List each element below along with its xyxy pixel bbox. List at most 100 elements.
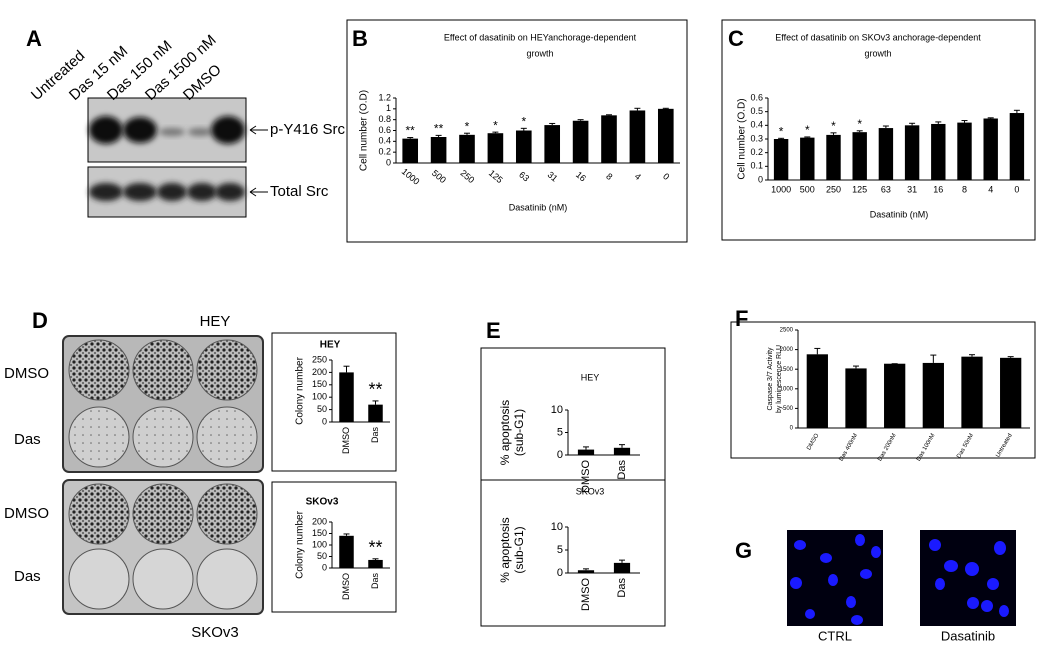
bar bbox=[961, 356, 983, 428]
bar bbox=[487, 133, 504, 163]
bar bbox=[1000, 357, 1022, 428]
y-tick-label: 150 bbox=[312, 528, 327, 538]
significance: * bbox=[521, 115, 526, 129]
arrow bbox=[249, 125, 257, 135]
x-tick-label: 250 bbox=[458, 168, 476, 185]
well bbox=[196, 483, 258, 545]
significance: * bbox=[805, 123, 810, 137]
panel-frame bbox=[730, 321, 1036, 459]
well bbox=[132, 548, 194, 610]
y-tick-label: 0 bbox=[557, 567, 563, 579]
chart-title: growth bbox=[864, 48, 891, 58]
y-tick-label: 10 bbox=[551, 404, 563, 416]
row-label: Das bbox=[14, 431, 41, 448]
y-tick-label: 50 bbox=[317, 551, 327, 561]
y-tick-label: 1000 bbox=[780, 386, 794, 392]
chart-title: HEY bbox=[320, 340, 341, 351]
y-axis-label: Caspase 3/7 Activity bbox=[767, 347, 774, 411]
bar bbox=[800, 137, 815, 180]
panel-label: C bbox=[728, 26, 744, 51]
chart-title: SKOv3 bbox=[576, 486, 605, 496]
y-tick-label: 0 bbox=[322, 562, 327, 572]
panel-label: B bbox=[352, 26, 368, 51]
y-axis-label: (sub-G1) bbox=[512, 409, 526, 456]
significance: * bbox=[493, 118, 498, 132]
nuclei bbox=[790, 534, 881, 625]
y-axis-label: Cell number (O.D) bbox=[737, 98, 748, 179]
x-axis-label: Dasatinib (nM) bbox=[509, 202, 568, 212]
colony-plates: HEY DMSO Das DMSO Das SKOv3 bbox=[4, 313, 264, 641]
y-tick-label: 50 bbox=[317, 404, 327, 414]
y-tick-label: 200 bbox=[312, 367, 327, 377]
nuclei bbox=[929, 539, 1009, 617]
bar bbox=[931, 123, 946, 180]
panel-label: D bbox=[32, 308, 48, 333]
band bbox=[159, 128, 185, 136]
y-tick-label: 0.2 bbox=[378, 147, 391, 157]
y-tick-label: 0 bbox=[790, 426, 794, 432]
y-tick-label: 1500 bbox=[780, 367, 794, 373]
significance: * bbox=[831, 119, 836, 133]
y-tick-label: 5 bbox=[557, 544, 563, 556]
band bbox=[89, 183, 123, 201]
panel-frame bbox=[480, 347, 666, 627]
bar bbox=[904, 125, 920, 180]
y-tick-label: 2500 bbox=[780, 328, 794, 334]
band bbox=[123, 183, 157, 201]
bar bbox=[983, 118, 998, 180]
x-tick-label: 0 bbox=[661, 171, 671, 182]
y-tick-label: 0.6 bbox=[378, 125, 391, 135]
bar bbox=[845, 368, 867, 428]
y-tick-label: 10 bbox=[551, 521, 563, 533]
bar bbox=[430, 137, 447, 163]
band bbox=[89, 116, 123, 144]
bar bbox=[339, 535, 354, 568]
well bbox=[196, 406, 258, 468]
blot: p-Y416 Src Total Src bbox=[87, 97, 346, 218]
y-tick-label: 1.2 bbox=[378, 92, 391, 102]
chart-title: SKOv3 bbox=[306, 497, 339, 508]
significance: ** bbox=[406, 124, 416, 138]
y-tick-label: 0 bbox=[557, 449, 563, 461]
x-tick-label: 16 bbox=[933, 184, 943, 194]
well bbox=[132, 406, 194, 468]
well bbox=[68, 406, 130, 468]
y-tick-label: 0 bbox=[758, 174, 763, 184]
x-tick-label: Das bbox=[370, 427, 380, 444]
x-tick-label: 125 bbox=[487, 168, 505, 185]
bar bbox=[1009, 113, 1025, 180]
y-axis-label: % apoptosis bbox=[498, 400, 512, 465]
band bbox=[188, 128, 212, 136]
x-tick-label: 8 bbox=[604, 171, 614, 182]
well bbox=[68, 548, 130, 610]
chart-title: Effect of dasatinib on SKOv3 anchorage-d… bbox=[775, 32, 981, 42]
well bbox=[68, 339, 130, 401]
y-axis-label: Colony number bbox=[295, 356, 306, 424]
bar bbox=[368, 404, 383, 422]
image-label: CTRL bbox=[818, 628, 852, 643]
bar bbox=[884, 363, 906, 428]
x-tick-label: 63 bbox=[881, 184, 891, 194]
significance: * bbox=[465, 119, 470, 133]
significance: * bbox=[857, 117, 862, 131]
significance: ** bbox=[368, 538, 382, 558]
bar bbox=[601, 115, 617, 163]
y-axis-label: by luminescence RLU bbox=[776, 345, 783, 413]
bar bbox=[613, 562, 631, 573]
chart-title: HEY bbox=[581, 372, 600, 382]
x-tick-label: 500 bbox=[800, 184, 815, 194]
band bbox=[123, 117, 157, 143]
x-tick-label: 16 bbox=[574, 169, 588, 183]
x-tick-label: 4 bbox=[988, 184, 993, 194]
band-label: p-Y416 Src bbox=[270, 121, 346, 138]
bar bbox=[657, 108, 674, 163]
significance: * bbox=[779, 124, 784, 138]
bar bbox=[515, 130, 532, 163]
panel-label: A bbox=[26, 26, 42, 51]
bar bbox=[613, 447, 631, 455]
y-tick-label: 0.1 bbox=[750, 161, 763, 171]
y-axis-label: Colony number bbox=[295, 510, 306, 578]
bar bbox=[878, 128, 894, 180]
chart-title: growth bbox=[526, 48, 553, 58]
well bbox=[132, 339, 194, 401]
